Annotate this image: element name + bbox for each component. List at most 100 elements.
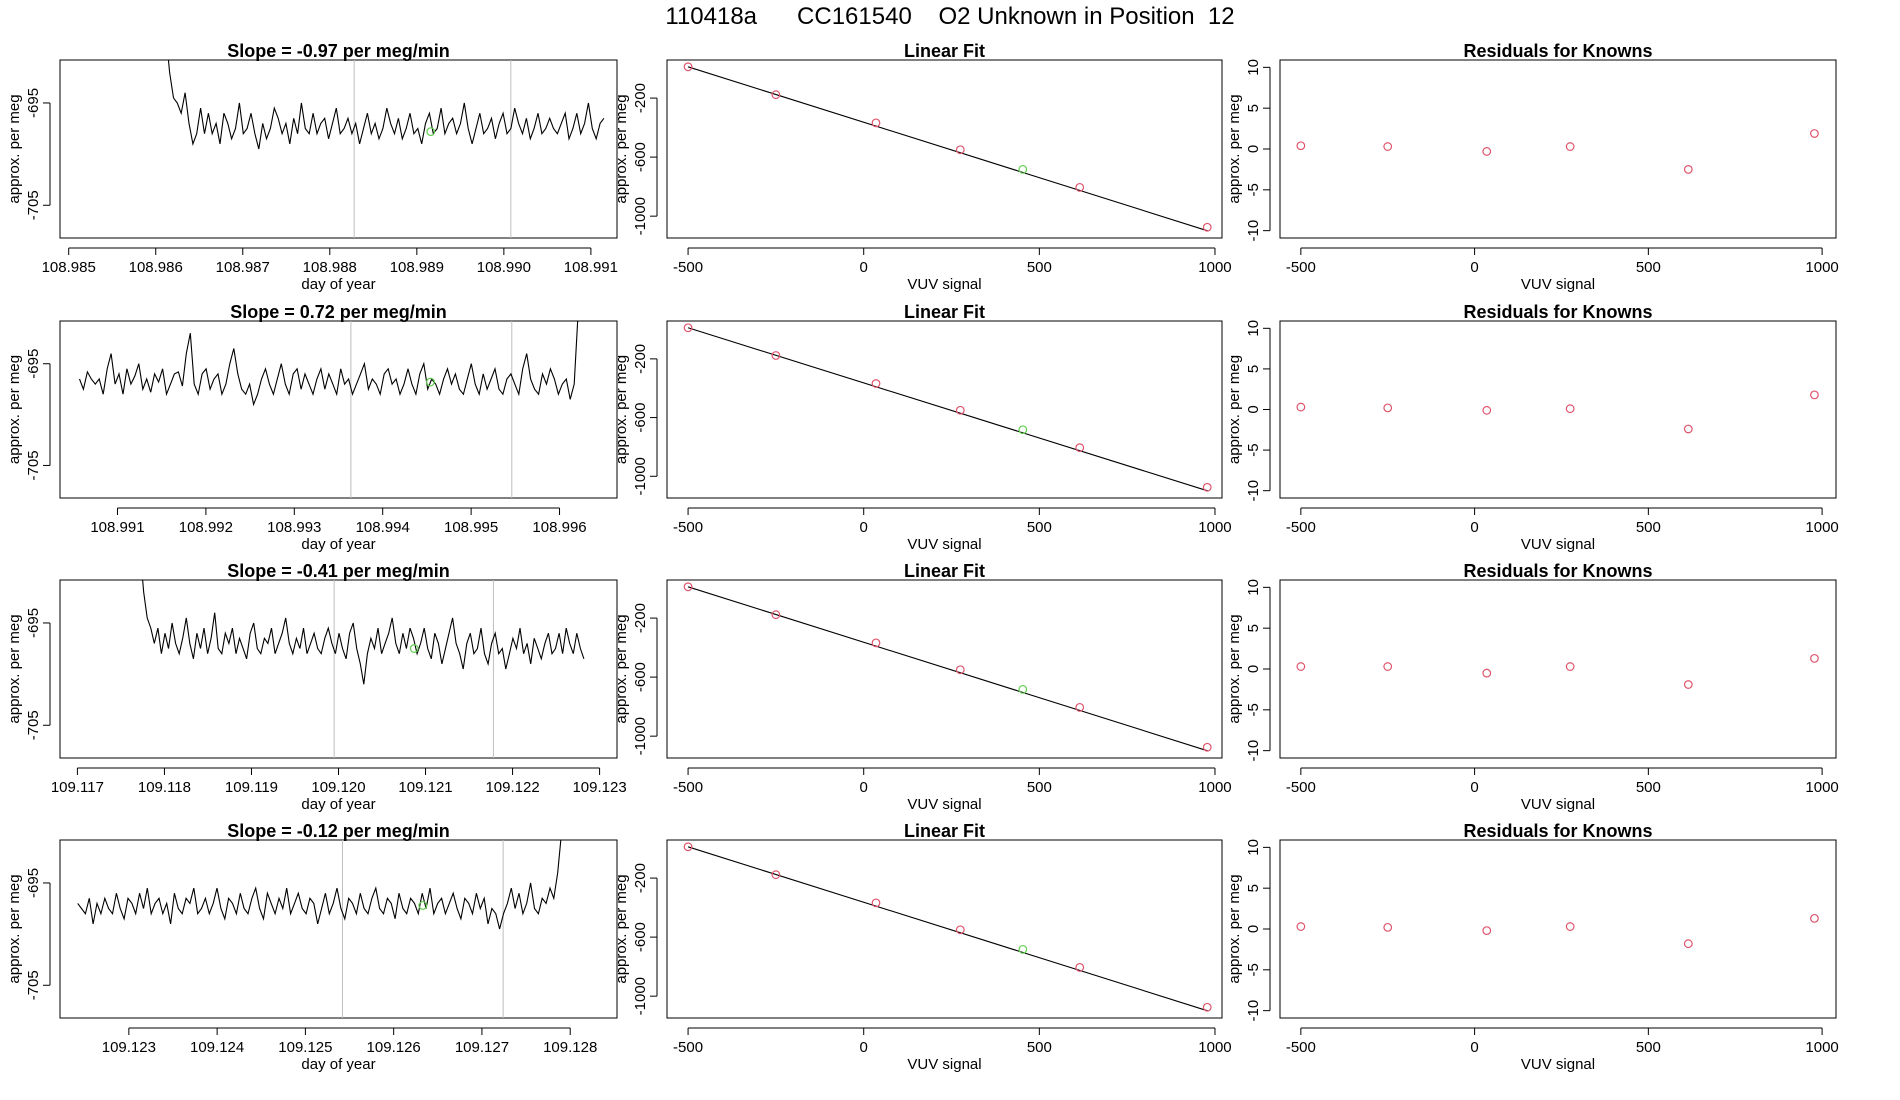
fit-line xyxy=(687,66,1209,232)
plot-frame xyxy=(59,59,618,239)
panel-r3-c3: Residuals for Knowns -500 0 500 1000 VUV sign… xyxy=(1226,561,1839,813)
plot-frame xyxy=(666,839,1223,1019)
y-axis-label: approx. per meg xyxy=(6,94,23,203)
x-tick-label: 108.985 xyxy=(42,259,96,276)
y-tick-label: -695 xyxy=(25,868,42,898)
x-tick-label: 109.119 xyxy=(225,779,278,796)
y-axis-label: approx. per meg xyxy=(1226,355,1243,464)
x-tick-label: 108.986 xyxy=(129,259,183,276)
panel-title: Linear Fit xyxy=(904,302,985,322)
y-tick-label: -10 xyxy=(1245,1000,1262,1022)
y-tick-label: -10 xyxy=(1245,480,1262,502)
x-axis-label: VUV signal xyxy=(907,796,981,813)
x-tick-label: 108.988 xyxy=(303,259,357,276)
x-axis-label: VUV signal xyxy=(1521,536,1595,553)
x-tick-label: 108.992 xyxy=(179,519,233,536)
plot-frame xyxy=(666,320,1223,499)
x-tick-label: 109.122 xyxy=(485,779,539,796)
panel-r4-c3: Residuals for Knowns -500 0 500 1000 VUV sign… xyxy=(1226,821,1839,1073)
panel-title: Slope = -0.12 per meg/min xyxy=(227,821,450,841)
unknown-marker-point xyxy=(426,127,436,137)
y-tick-label: -200 xyxy=(632,344,649,374)
x-tick-label: 500 xyxy=(1027,779,1052,796)
known-point xyxy=(1075,702,1085,712)
y-axis-label: approx. per meg xyxy=(613,874,630,983)
y-tick-label: -695 xyxy=(25,88,42,118)
y-tick-label: 10 xyxy=(1245,320,1262,337)
y-axis-label: approx. per meg xyxy=(1226,874,1243,983)
known-point xyxy=(683,582,693,592)
y-axis-label: approx. per meg xyxy=(613,94,630,203)
y-tick-label: 0 xyxy=(1245,665,1262,673)
y-tick-label: -200 xyxy=(632,863,649,893)
y-tick-label: -1000 xyxy=(632,197,649,235)
page-title: 110418a CC161540 O2 Unknown in Position … xyxy=(665,3,1235,30)
y-tick-label: -1000 xyxy=(632,977,649,1015)
y-tick-label: -705 xyxy=(25,970,42,1000)
y-tick-label: -200 xyxy=(632,83,649,113)
x-tick-label: 0 xyxy=(1470,259,1478,276)
x-axis-label: VUV signal xyxy=(1521,796,1595,813)
known-point xyxy=(1683,680,1693,689)
plot-frame xyxy=(1279,579,1837,759)
x-tick-label: 109.118 xyxy=(138,779,191,796)
known-point xyxy=(1683,165,1693,174)
x-tick-label: 109.121 xyxy=(398,779,452,796)
known-point xyxy=(1296,402,1306,412)
x-axis-label: day of year xyxy=(301,536,375,553)
panel-r4-c1: Slope = -0.12 per meg/min 109.123 109.124 1… xyxy=(6,821,618,1073)
known-point xyxy=(871,118,881,128)
y-tick-label: -1000 xyxy=(632,457,649,495)
plot-frame xyxy=(1279,320,1837,499)
x-tick-label: 1000 xyxy=(1198,1039,1231,1056)
known-point xyxy=(1202,742,1212,752)
x-axis-label: day of year xyxy=(301,276,375,293)
y-axis-label: approx. per meg xyxy=(6,614,23,723)
panel-title: Residuals for Knowns xyxy=(1463,821,1652,841)
x-tick-label: 109.128 xyxy=(543,1039,597,1056)
x-tick-label: -500 xyxy=(1286,1039,1316,1056)
x-tick-label: 108.989 xyxy=(390,259,444,276)
known-point xyxy=(955,665,965,675)
x-tick-label: 0 xyxy=(860,1039,868,1056)
known-point xyxy=(1565,662,1575,671)
y-tick-label: 10 xyxy=(1245,839,1262,856)
plot-frame xyxy=(59,320,618,499)
known-point xyxy=(1383,662,1393,671)
y-tick-label: -5 xyxy=(1245,183,1262,196)
plot-frame xyxy=(1279,59,1837,239)
x-tick-label: 109.123 xyxy=(102,1039,156,1056)
x-tick-label: 500 xyxy=(1027,259,1052,276)
panel-title: Slope = 0.72 per meg/min xyxy=(230,302,447,322)
known-point xyxy=(683,62,693,72)
x-tick-label: 1000 xyxy=(1805,779,1838,796)
x-tick-label: 1000 xyxy=(1805,259,1838,276)
known-point xyxy=(1565,922,1575,931)
known-point xyxy=(1482,668,1492,678)
panel-title: Residuals for Knowns xyxy=(1463,302,1652,322)
x-tick-label: 109.127 xyxy=(455,1039,509,1056)
panel-r1-c3: Residuals for Knowns -500 0 500 1000 VUV sign… xyxy=(1226,41,1839,293)
x-tick-label: 108.996 xyxy=(532,519,586,536)
y-axis-label: approx. per meg xyxy=(1226,94,1243,203)
known-point xyxy=(1482,405,1492,415)
x-tick-label: 108.991 xyxy=(564,259,618,276)
y-axis-label: approx. per meg xyxy=(6,874,23,983)
known-point xyxy=(1482,147,1492,156)
y-axis-label: approx. per meg xyxy=(1226,614,1243,723)
x-tick-label: 1000 xyxy=(1805,1039,1838,1056)
x-tick-label: 108.991 xyxy=(90,519,144,536)
x-tick-label: 0 xyxy=(860,259,868,276)
series-line xyxy=(167,60,605,150)
known-point xyxy=(1383,922,1393,932)
known-point xyxy=(1296,922,1306,931)
known-point xyxy=(771,610,781,620)
panel-r1-c2: Linear Fit -500 0 500 1000 VUV signal -200 -600… xyxy=(613,41,1232,293)
panel-r3-c2: Linear Fit -500 0 500 1000 VUV signal -200 -600… xyxy=(613,561,1232,813)
panel-r1-c1: Slope = -0.97 per meg/min 108.985 108.986 1… xyxy=(6,41,618,293)
y-tick-label: 5 xyxy=(1245,884,1262,892)
x-tick-label: -500 xyxy=(1286,259,1316,276)
known-point xyxy=(1296,662,1306,671)
y-tick-label: 0 xyxy=(1245,925,1262,933)
x-tick-label: -500 xyxy=(673,519,703,536)
